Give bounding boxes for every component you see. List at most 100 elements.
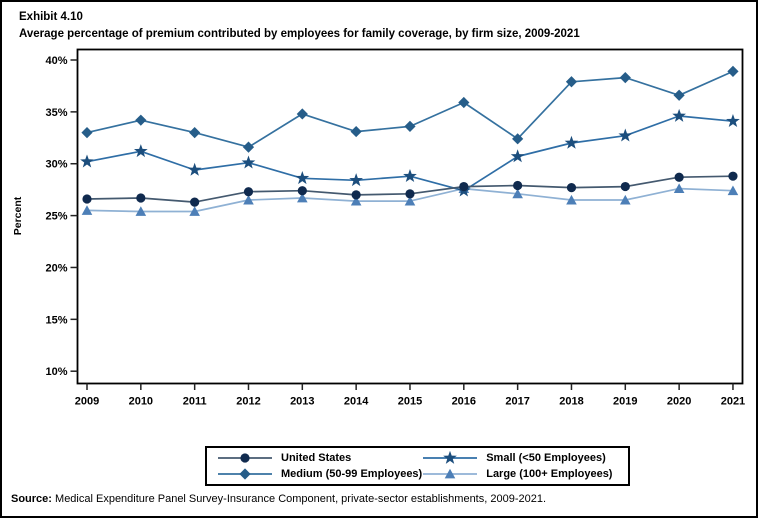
circle-legend-marker-icon — [218, 453, 272, 463]
data-point-united-states-2018 — [566, 182, 577, 193]
x-axis-tick-label: 2018 — [559, 396, 583, 408]
y-axis-tick-label: 40% — [45, 55, 67, 67]
data-point-small-50-employees-2021 — [726, 114, 740, 128]
x-axis-tick-label: 2020 — [667, 396, 691, 408]
data-point-large-100-employees-2011 — [189, 206, 200, 216]
diamond-legend-marker-icon — [218, 468, 272, 480]
data-point-large-100-employees-2012 — [243, 194, 254, 205]
data-point-medium-50-99-employees-2011 — [189, 127, 201, 139]
data-point-united-states-2010 — [136, 193, 146, 203]
triangle-legend-marker-icon — [423, 468, 478, 479]
data-point-united-states-2012 — [243, 187, 254, 197]
data-point-medium-50-99-employees-2012 — [242, 141, 255, 153]
x-axis-tick-label: 2010 — [129, 396, 153, 408]
data-point-medium-50-99-employees-2015 — [404, 120, 416, 132]
x-axis-tick-label: 2016 — [452, 396, 476, 408]
chart-legend: United States Small (<50 Employees) Medium… — [205, 446, 630, 486]
x-axis-tick-label: 2013 — [290, 396, 314, 408]
data-point-medium-50-99-employees-2019 — [619, 72, 631, 84]
data-point-medium-50-99-employees-2020 — [673, 89, 685, 101]
data-point-large-100-employees-2009 — [81, 205, 93, 215]
data-point-united-states-2013 — [297, 186, 307, 196]
data-point-large-100-employees-2015 — [404, 195, 416, 206]
data-point-medium-50-99-employees-2010 — [135, 114, 147, 126]
data-point-united-states-2014 — [351, 190, 361, 200]
x-axis-tick-label: 2014 — [344, 396, 369, 408]
x-axis-tick-label: 2015 — [398, 396, 422, 408]
x-axis-tick-label: 2012 — [236, 396, 260, 408]
x-axis-tick-label: 2011 — [183, 396, 207, 408]
legend-entry-united-states: United States — [217, 451, 422, 465]
y-axis-tick-label: 25% — [45, 211, 67, 223]
data-point-small-50-employees-2014 — [349, 173, 363, 187]
data-point-large-100-employees-2019 — [620, 194, 631, 205]
data-point-medium-50-99-employees-2017 — [512, 133, 524, 145]
legend-entry-large-100-employees: Large (100+ Employees) — [422, 467, 618, 481]
data-point-large-100-employees-2013 — [297, 192, 308, 203]
x-axis-tick-label: 2009 — [75, 396, 99, 408]
data-point-united-states-2015 — [405, 189, 415, 199]
data-point-united-states-2017 — [513, 180, 523, 191]
title-block: Exhibit 4.10 Average percentage of premi… — [19, 9, 580, 43]
data-point-united-states-2011 — [190, 197, 200, 207]
x-axis-tick-label: 2021 — [721, 396, 745, 408]
data-point-small-50-employees-2013 — [295, 171, 310, 185]
data-point-united-states-2020 — [674, 172, 684, 182]
data-point-large-100-employees-2020 — [673, 183, 685, 194]
data-point-medium-50-99-employees-2016 — [458, 96, 470, 109]
data-point-united-states-2019 — [620, 181, 630, 192]
y-axis-tick-label: 20% — [45, 262, 67, 274]
plot-frame — [76, 48, 744, 385]
legend-marker-circle — [240, 453, 250, 463]
data-point-medium-50-99-employees-2009 — [81, 127, 93, 139]
source-note: Source: Medical Expenditure Panel Survey… — [11, 493, 546, 505]
data-point-small-50-employees-2011 — [187, 162, 202, 176]
data-point-small-50-employees-2009 — [80, 154, 94, 168]
y-axis-tick-label: 15% — [45, 314, 67, 326]
legend-label: Medium (50-99 Employees) — [281, 468, 423, 480]
data-point-large-100-employees-2017 — [512, 188, 523, 199]
data-point-small-50-employees-2019 — [618, 128, 633, 142]
y-axis-title: Percent — [12, 196, 24, 235]
legend-marker-triangle — [444, 468, 456, 479]
data-point-united-states-2016 — [459, 181, 469, 192]
series-large-100-employees — [81, 183, 739, 216]
legend-entry-small-50-employees: Small (<50 Employees) — [422, 451, 618, 465]
legend-marker-diamond — [239, 468, 251, 480]
data-point-medium-50-99-employees-2018 — [565, 76, 578, 88]
data-point-united-states-2021 — [728, 171, 738, 181]
series-medium-50-99-employees — [81, 65, 739, 153]
data-point-small-50-employees-2012 — [241, 155, 256, 169]
legend-label: Large (100+ Employees) — [486, 468, 613, 480]
data-point-medium-50-99-employees-2021 — [727, 65, 739, 78]
source-prefix: Source: — [11, 493, 52, 505]
data-point-small-50-employees-2015 — [403, 168, 417, 183]
data-point-large-100-employees-2014 — [350, 195, 362, 206]
data-point-large-100-employees-2010 — [135, 206, 147, 216]
y-axis-tick-label: 10% — [45, 366, 67, 378]
data-point-small-50-employees-2018 — [564, 135, 579, 149]
legend-label: Small (<50 Employees) — [486, 452, 606, 464]
series-line-medium-50-99-employees — [86, 70, 734, 148]
data-point-small-50-employees-2017 — [510, 149, 525, 163]
data-point-small-50-employees-2010 — [133, 144, 148, 158]
data-point-large-100-employees-2018 — [566, 194, 577, 205]
legend-label: United States — [281, 452, 352, 464]
x-axis-tick-label: 2017 — [505, 396, 529, 408]
data-point-small-50-employees-2020 — [672, 108, 686, 122]
y-axis-tick-label: 30% — [45, 159, 67, 171]
star-legend-marker-icon — [423, 451, 478, 464]
series-united-states — [82, 171, 738, 207]
source-text: Medical Expenditure Panel Survey-Insuran… — [51, 493, 547, 505]
exhibit-label: Exhibit 4.10 — [19, 11, 83, 23]
y-axis-tick-label: 35% — [45, 107, 67, 119]
data-point-medium-50-99-employees-2014 — [350, 125, 362, 138]
legend-marker-star — [443, 451, 458, 464]
data-point-medium-50-99-employees-2013 — [296, 108, 308, 120]
data-point-large-100-employees-2021 — [727, 185, 739, 196]
chart-title: Average percentage of premium contribute… — [19, 28, 580, 40]
x-axis-tick-label: 2019 — [613, 396, 637, 408]
data-point-united-states-2009 — [82, 194, 92, 204]
